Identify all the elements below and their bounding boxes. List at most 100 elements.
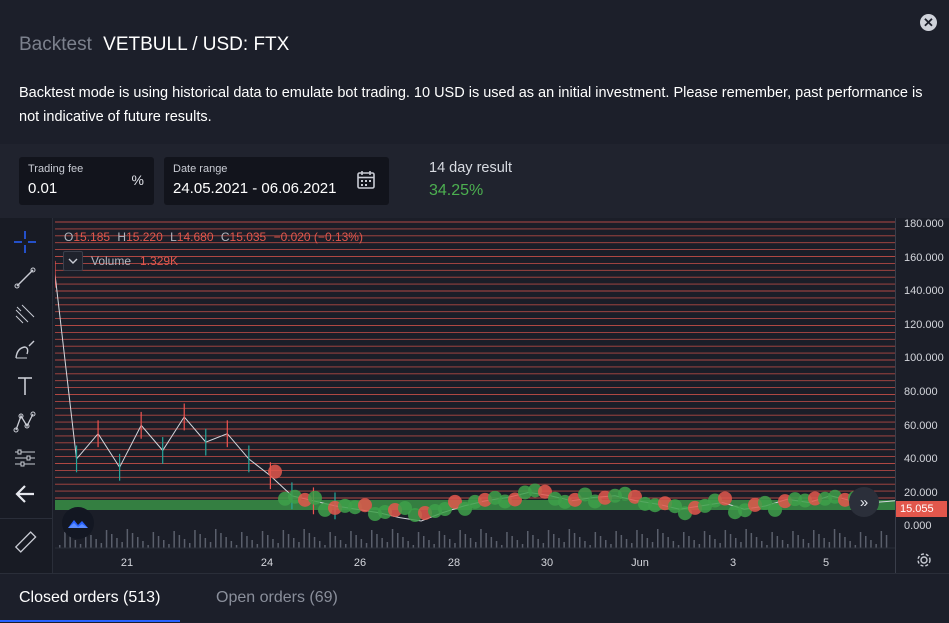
chart-settings-button[interactable] xyxy=(916,552,932,573)
fib-icon[interactable] xyxy=(11,300,39,328)
sell-marker xyxy=(268,464,282,479)
text-icon[interactable] xyxy=(11,372,39,400)
volume-bar xyxy=(740,542,742,548)
ruler-icon[interactable] xyxy=(11,528,39,556)
buy-marker xyxy=(768,502,782,517)
volume-bar xyxy=(516,540,519,548)
sell-marker xyxy=(448,494,462,509)
volume-bar xyxy=(303,529,305,548)
volume-bar xyxy=(59,545,61,548)
date-range-value: 24.05.2021 - 06.06.2021 xyxy=(173,180,337,197)
calendar-icon[interactable] xyxy=(357,170,375,195)
volume-bar xyxy=(365,543,368,548)
volume-bar xyxy=(714,539,716,548)
volume-bar xyxy=(688,536,690,548)
volume-bar xyxy=(298,542,300,548)
date-range-label: Date range xyxy=(173,163,228,175)
volume-bar xyxy=(568,529,571,548)
y-tick-label: 140.000 xyxy=(904,285,944,297)
volume-bar xyxy=(485,533,487,548)
volume-bar xyxy=(833,529,836,548)
volume-bar xyxy=(137,537,139,548)
volume-value: 1.329K xyxy=(140,254,179,268)
volume-bar xyxy=(438,531,441,548)
chart-svg xyxy=(54,221,896,549)
backtest-description: Backtest mode is using historical data t… xyxy=(19,85,923,125)
y-tick-label: 160.000 xyxy=(904,252,944,264)
volume-bar xyxy=(615,531,617,548)
volume-bar xyxy=(521,544,524,548)
volume-bar xyxy=(459,530,461,548)
trading-fee-field[interactable]: Trading fee 0.01 % xyxy=(19,157,154,205)
volume-bar xyxy=(563,542,565,548)
volume-bar xyxy=(100,543,103,548)
volume-bar xyxy=(573,533,576,548)
volume-bar xyxy=(589,545,591,548)
volume-bar xyxy=(527,531,529,548)
trend-line-icon[interactable] xyxy=(11,264,39,292)
volume-bar xyxy=(532,535,534,548)
volume-bar xyxy=(178,535,181,548)
volume-bar xyxy=(859,532,862,548)
buy-marker xyxy=(438,502,452,516)
close-button[interactable]: ✕ xyxy=(920,14,937,31)
volume-bar xyxy=(844,537,846,548)
crosshair-icon[interactable] xyxy=(11,228,39,256)
brush-icon[interactable] xyxy=(11,336,39,364)
volume-bar xyxy=(610,544,612,548)
volume-bar xyxy=(475,542,477,548)
volume-legend: Volume 1.329K xyxy=(63,251,178,271)
double-chevron-right-icon: » xyxy=(859,493,869,511)
volume-bar xyxy=(755,537,758,548)
pattern-icon[interactable] xyxy=(11,408,39,436)
result-value: 34.25% xyxy=(429,182,484,199)
volume-bar xyxy=(797,535,799,548)
tab-open-orders[interactable]: Open orders (69) xyxy=(216,589,338,606)
volume-label: Volume xyxy=(91,254,132,268)
volume-bar xyxy=(750,533,753,548)
volume-bar xyxy=(267,535,269,548)
sell-marker xyxy=(508,492,522,507)
price-chart[interactable]: O15.185 H15.220 L14.680 C15.035 −0.020 (… xyxy=(0,218,949,573)
volume-bar xyxy=(703,531,706,548)
volume-bar xyxy=(183,539,186,548)
result-label: 14 day result xyxy=(429,160,513,176)
volume-bar xyxy=(246,536,248,548)
volume-bar xyxy=(454,543,456,548)
buy-marker xyxy=(668,499,682,514)
volume-bar xyxy=(142,541,144,548)
chart-plot-area[interactable] xyxy=(54,218,896,573)
volume-collapse-button[interactable] xyxy=(63,251,83,271)
buy-marker xyxy=(308,490,322,505)
volume-bar xyxy=(371,530,373,548)
volume-bar xyxy=(417,532,420,548)
volume-bar xyxy=(85,531,87,548)
x-tick-label: Jun xyxy=(631,557,649,569)
measure-icon[interactable] xyxy=(11,444,39,472)
date-range-field[interactable]: Date range 24.05.2021 - 06.06.2021 xyxy=(164,157,389,205)
volume-bar xyxy=(105,530,108,548)
last-price-tag: 15.055 xyxy=(896,501,947,517)
back-arrow-icon[interactable] xyxy=(11,480,39,508)
volume-bar xyxy=(199,534,201,548)
tab-closed-orders[interactable]: Closed orders (513) xyxy=(19,589,161,606)
price-axis[interactable]: 180.000 160.000 140.000 120.000 100.000 … xyxy=(895,218,949,573)
volume-bar xyxy=(641,534,643,548)
orders-tabs: Closed orders (513) Open orders (69) xyxy=(0,573,949,623)
close-key: C xyxy=(220,230,230,244)
scroll-to-latest-button[interactable]: » xyxy=(849,487,879,517)
volume-bar xyxy=(324,545,326,548)
volume-bar xyxy=(402,537,404,548)
volume-bar xyxy=(828,542,831,548)
volume-bar xyxy=(662,533,664,548)
tradingview-logo[interactable] xyxy=(62,507,94,539)
volume-bar xyxy=(693,540,695,548)
volume-bar xyxy=(116,538,118,548)
volume-bar xyxy=(287,534,290,548)
x-tick-label: 28 xyxy=(447,557,461,569)
volume-bar xyxy=(397,533,399,548)
volume-bar xyxy=(293,538,295,548)
volume-bar xyxy=(173,531,175,548)
x-tick-label: 21 xyxy=(120,557,134,569)
volume-bar xyxy=(807,543,810,548)
